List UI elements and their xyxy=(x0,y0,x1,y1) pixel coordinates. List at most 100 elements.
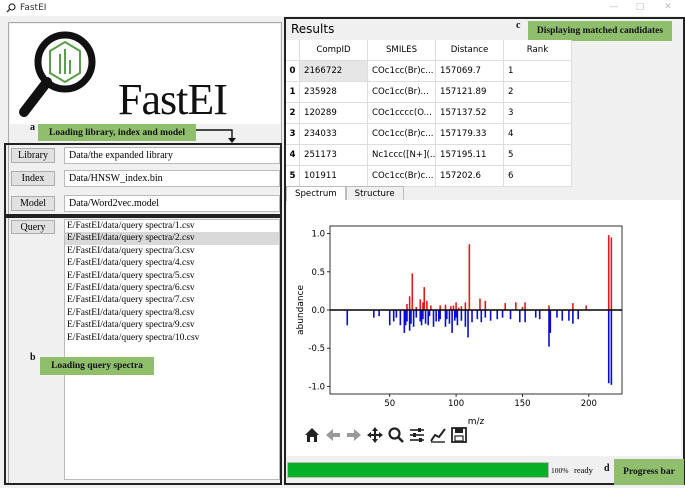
model-button[interactable]: Model xyxy=(11,196,55,211)
save-icon[interactable] xyxy=(450,426,468,444)
row-index: 0 xyxy=(286,61,300,82)
x-tick-label: 200 xyxy=(581,399,597,409)
query-list-item[interactable]: E/FastEI/data/query spectra/1.csv xyxy=(67,221,195,231)
query-list-item[interactable]: E/FastEI/data/query spectra/8.csv xyxy=(67,307,195,318)
window-title: FastEI xyxy=(20,3,47,13)
query-list-item[interactable]: E/FastEI/data/query spectra/10.csv xyxy=(67,332,200,343)
table-cell-compid: 234033 xyxy=(300,124,368,145)
x-axis-label: m/z xyxy=(468,417,485,427)
title-bar: FastEI — □ ✕ xyxy=(0,0,685,16)
table-cell-smiles: COc1cc(Br)c... xyxy=(368,124,436,145)
table-cell-distance: 157069.7 xyxy=(436,61,504,82)
results-title: Results xyxy=(291,22,335,36)
table-cell-smiles: COc1cc(Br)c... xyxy=(368,166,436,187)
query-file-list[interactable]: E/FastEI/data/query spectra/1.csv E/FastE… xyxy=(64,219,280,480)
row-index: 5 xyxy=(286,166,300,187)
annotation-c-label: Displaying matched candidates xyxy=(528,21,672,41)
query-list-item[interactable]: E/FastEI/data/query spectra/4.csv xyxy=(67,258,195,269)
y-tick-label: 0.0 xyxy=(311,306,325,316)
row-index: 4 xyxy=(286,145,300,166)
row-index: 2 xyxy=(286,103,300,124)
query-list-item[interactable]: E/FastEI/data/query spectra/7.csv xyxy=(67,295,195,306)
table-cell-distance: 157121.89 xyxy=(436,82,504,103)
query-list-item[interactable]: E/FastEI/data/query spectra/2.csv xyxy=(65,232,279,245)
results-panel-border xyxy=(284,17,685,485)
table-row[interactable]: 4 251173 Nc1ccc([N+](... 157195.11 5 xyxy=(286,145,572,166)
table-cell-compid: 235928 xyxy=(300,82,368,103)
spectrum-chart: 50 100 150 200 -1.0 -0.5 0.0 0.5 1.0 m/z abundance xyxy=(296,225,623,427)
table-cell-compid: 120289 xyxy=(300,103,368,124)
back-arrow-icon[interactable] xyxy=(324,426,342,444)
annotation-a-arrow xyxy=(196,129,236,143)
tab-structure[interactable]: Structure xyxy=(345,186,404,201)
query-list-item[interactable]: E/FastEI/data/query spectra/6.csv xyxy=(67,282,195,293)
table-row[interactable]: 5 101911 COc1cc(Br)c... 157202.6 6 xyxy=(286,166,572,187)
spectrum-plot-area: 50 100 150 200 -1.0 -0.5 0.0 0.5 1.0 m/z abundance xyxy=(287,200,681,456)
model-path-field[interactable]: Data/Word2vec.model xyxy=(64,195,280,212)
index-button[interactable]: Index xyxy=(11,171,55,186)
annotation-b-letter: b xyxy=(30,352,36,363)
table-row[interactable]: 1 235928 COc1cc(Br)... 157121.89 2 xyxy=(286,82,572,103)
tab-spectrum[interactable]: Spectrum xyxy=(286,186,346,201)
table-cell-compid: 2166722 xyxy=(300,61,368,82)
row-index: 1 xyxy=(286,82,300,103)
close-icon[interactable]: ✕ xyxy=(664,2,672,12)
y-tick-label: -1.0 xyxy=(308,382,325,392)
table-cell-distance: 157137.52 xyxy=(436,103,504,124)
logo-area: FastEI xyxy=(10,24,280,124)
table-corner xyxy=(286,40,300,61)
progress-status: ready xyxy=(574,465,593,475)
table-cell-smiles: Nc1ccc([N+](... xyxy=(368,145,436,166)
table-cell-rank: 2 xyxy=(504,82,572,103)
table-row[interactable]: 3 234033 COc1cc(Br)c... 157179.33 4 xyxy=(286,124,572,145)
x-tick-label: 50 xyxy=(384,399,395,409)
table-row[interactable]: 2 120289 COc1cccc(O... 157137.52 3 xyxy=(286,103,572,124)
index-path-field[interactable]: Data/HNSW_index.bin xyxy=(64,170,280,187)
query-list-item[interactable]: E/FastEI/data/query spectra/9.csv xyxy=(67,320,195,331)
home-icon[interactable] xyxy=(303,426,321,444)
annotation-a-letter: a xyxy=(30,122,35,133)
forward-arrow-icon[interactable] xyxy=(345,426,363,444)
query-list-item[interactable]: E/FastEI/data/query spectra/5.csv xyxy=(67,270,195,281)
pan-icon[interactable] xyxy=(366,426,384,444)
y-tick-label: -0.5 xyxy=(308,344,325,354)
tab-bar: Spectrum Structure xyxy=(286,186,404,201)
table-row[interactable]: 0 2166722 COc1cc(Br)c... 157069.7 1 xyxy=(286,61,572,82)
table-header-row: CompID SMILES Distance Rank xyxy=(286,40,572,61)
library-path-field[interactable]: Data/the expanded library xyxy=(64,147,280,164)
x-tick-label: 150 xyxy=(514,399,530,409)
zoom-icon[interactable] xyxy=(387,426,405,444)
annotation-c-letter: c xyxy=(516,20,521,31)
column-header: Distance xyxy=(436,40,504,61)
table-cell-distance: 157179.33 xyxy=(436,124,504,145)
configure-subplots-icon[interactable] xyxy=(408,426,426,444)
logo-text: FastEI xyxy=(118,75,228,124)
x-tick-label: 100 xyxy=(448,399,464,409)
column-header: CompID xyxy=(300,40,368,61)
library-button[interactable]: Library xyxy=(11,148,55,163)
table-cell-compid: 101911 xyxy=(300,166,368,187)
column-header: Rank xyxy=(504,40,572,61)
progress-percent: 100% xyxy=(551,466,569,475)
query-button[interactable]: Query xyxy=(11,220,55,234)
table-cell-rank: 5 xyxy=(504,145,572,166)
progress-bar-fill xyxy=(288,463,548,477)
table-cell-compid: 251173 xyxy=(300,145,368,166)
minimize-icon[interactable]: — xyxy=(609,2,619,12)
table-cell-smiles: COc1cc(Br)c... xyxy=(368,61,436,82)
annotation-d-letter: d xyxy=(604,463,610,474)
maximize-icon[interactable]: □ xyxy=(635,2,645,12)
annotation-a-label: Loading library, index and model xyxy=(38,124,196,141)
table-cell-rank: 1 xyxy=(504,61,572,82)
edit-axis-icon[interactable] xyxy=(429,426,447,444)
plot-toolbar xyxy=(303,424,468,446)
progress-bar xyxy=(287,462,549,478)
y-tick-label: 0.5 xyxy=(311,268,325,278)
app-icon xyxy=(6,3,16,13)
y-tick-label: 1.0 xyxy=(311,230,325,240)
panel-a-border xyxy=(4,143,282,216)
table-cell-distance: 157202.6 xyxy=(436,166,504,187)
table-cell-rank: 6 xyxy=(504,166,572,187)
table-cell-rank: 3 xyxy=(504,103,572,124)
query-list-item[interactable]: E/FastEI/data/query spectra/3.csv xyxy=(67,245,195,256)
